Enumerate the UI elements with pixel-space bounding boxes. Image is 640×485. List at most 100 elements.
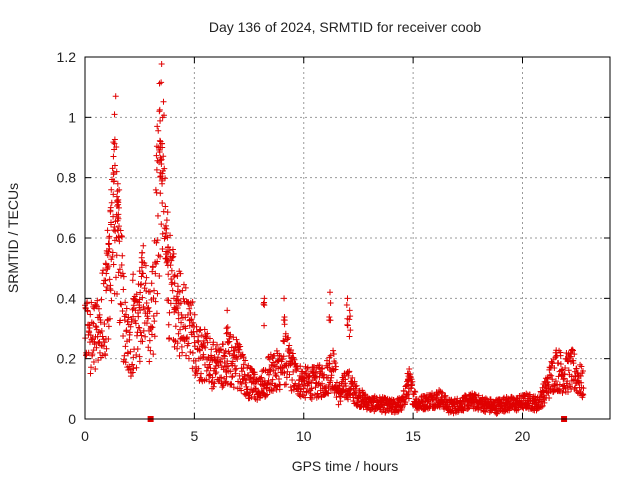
data-point [571, 351, 578, 358]
data-point [405, 376, 412, 383]
data-point [332, 363, 339, 370]
data-point [242, 379, 249, 386]
data-point [227, 380, 234, 387]
data-point [112, 228, 119, 235]
data-point [362, 391, 369, 398]
data-point [265, 377, 272, 384]
data-point [153, 152, 160, 159]
data-point [412, 389, 419, 396]
data-point [140, 327, 147, 334]
y-axis-label: SRMTID / TECUs [5, 183, 21, 293]
data-point [405, 389, 412, 396]
data-point [185, 340, 192, 347]
data-point [142, 280, 149, 287]
data-point [561, 371, 568, 378]
data-point [549, 376, 556, 383]
data-point [111, 136, 118, 143]
data-point [460, 407, 467, 414]
data-point [269, 387, 276, 394]
data-point [247, 374, 254, 381]
data-point [138, 332, 145, 339]
data-point [395, 407, 402, 414]
data-point [123, 305, 130, 312]
data-point [96, 338, 103, 345]
data-point [130, 305, 137, 312]
data-point [130, 295, 137, 302]
data-point [346, 333, 353, 340]
data-point [195, 338, 202, 345]
data-point [552, 378, 559, 385]
data-point [220, 352, 227, 359]
data-point [156, 147, 163, 154]
y-tick-label: 0.2 [57, 351, 77, 367]
data-point [183, 335, 190, 342]
data-point [116, 266, 123, 273]
data-point [325, 381, 332, 388]
data-point [156, 108, 163, 115]
data-point [175, 330, 182, 337]
data-point [138, 273, 145, 280]
data-point [85, 349, 92, 356]
data-point [346, 368, 353, 375]
data-point [231, 347, 238, 354]
data-point [203, 367, 210, 374]
data-point [183, 352, 190, 359]
data-point [129, 277, 136, 284]
data-point [335, 401, 342, 408]
data-point [204, 330, 211, 337]
data-point [151, 333, 158, 340]
data-point [403, 392, 410, 399]
data-point [91, 341, 98, 348]
data-point [136, 302, 143, 309]
data-point [157, 117, 164, 124]
data-point [154, 157, 161, 164]
data-point [165, 244, 172, 251]
data-point [136, 358, 143, 365]
data-point [300, 385, 307, 392]
data-point [141, 285, 148, 292]
data-point [541, 399, 548, 406]
data-point [411, 388, 418, 395]
data-point [164, 258, 171, 265]
data-point [260, 301, 267, 308]
data-point [145, 315, 151, 322]
data-point [146, 358, 153, 365]
data-point [110, 153, 117, 160]
data-point [132, 317, 139, 324]
data-point [343, 301, 350, 308]
data-point [167, 300, 174, 307]
data-point [159, 167, 166, 174]
data-point [86, 329, 93, 336]
data-point [162, 203, 169, 210]
data-point [551, 364, 558, 371]
data-point [185, 355, 192, 362]
data-point [108, 297, 115, 304]
data-point [345, 369, 352, 376]
data-point [557, 361, 564, 368]
x-tick-label: 10 [296, 428, 312, 444]
data-point [266, 356, 273, 363]
data-point [163, 259, 170, 266]
data-point [261, 322, 268, 329]
data-point [466, 404, 473, 411]
data-point [347, 313, 354, 320]
data-point [154, 258, 161, 265]
data-point [134, 345, 141, 352]
data-point [137, 289, 144, 296]
data-point [93, 301, 100, 308]
data-point [239, 351, 246, 358]
data-point [157, 157, 164, 164]
data-point [85, 321, 92, 328]
data-point [151, 318, 158, 325]
data-point [273, 347, 280, 354]
data-point [118, 232, 125, 239]
data-point [120, 273, 127, 280]
data-point [213, 369, 220, 376]
data-point [160, 98, 167, 105]
data-point [293, 367, 300, 374]
data-point [153, 166, 160, 173]
data-point [548, 359, 555, 366]
data-point [152, 270, 159, 277]
data-point [195, 365, 202, 372]
